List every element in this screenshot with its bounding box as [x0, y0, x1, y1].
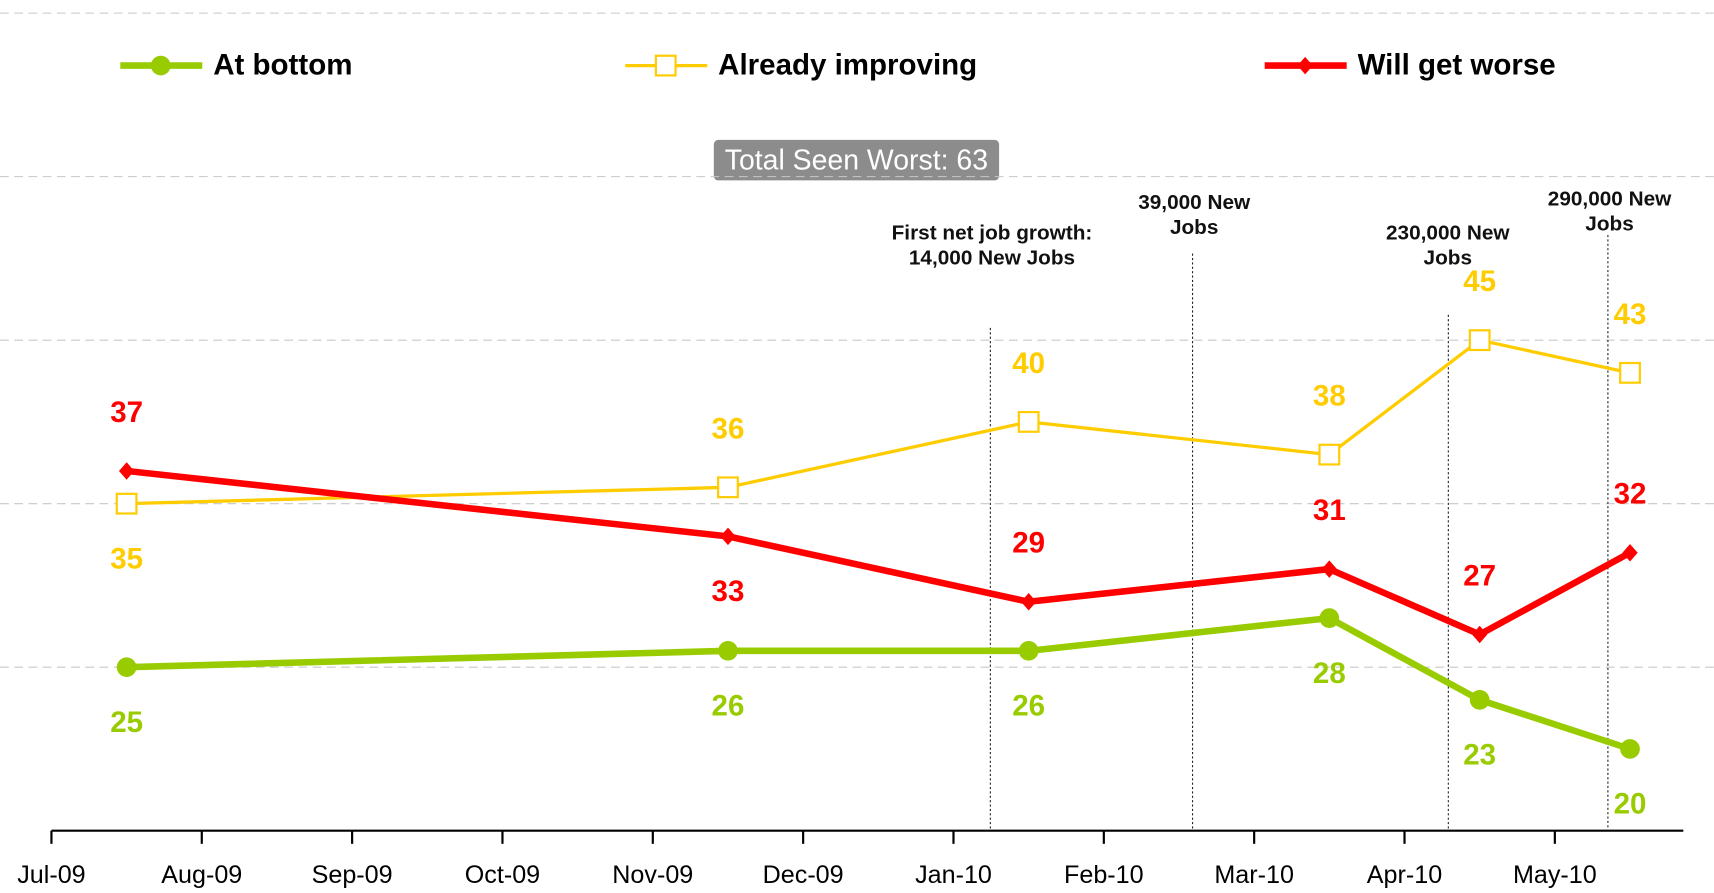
- data-label: 29: [1012, 527, 1045, 560]
- data-label: 27: [1463, 559, 1496, 592]
- point: [1469, 690, 1490, 710]
- point: [718, 640, 738, 661]
- point: [1472, 625, 1488, 644]
- legend-marker: [1297, 56, 1313, 75]
- legend-label: Will get worse: [1358, 48, 1556, 81]
- data-label: 36: [712, 412, 745, 445]
- data-label: 33: [712, 575, 745, 608]
- x-tick-label: Mar-10: [1214, 861, 1294, 889]
- data-label: 43: [1614, 298, 1647, 331]
- data-label: 35: [110, 542, 143, 575]
- point: [115, 492, 138, 515]
- data-label: 40: [1012, 347, 1045, 380]
- point: [1319, 608, 1340, 628]
- point: [720, 527, 736, 546]
- series-line: [126, 614, 1632, 753]
- x-tick-label: Apr-10: [1367, 861, 1442, 889]
- point: [1318, 443, 1341, 466]
- legend-label: At bottom: [213, 48, 352, 81]
- data-label: 38: [1313, 380, 1346, 413]
- data-label: 23: [1463, 739, 1496, 772]
- x-tick-label: May-10: [1513, 861, 1597, 889]
- series-line: [126, 467, 1632, 638]
- point: [1018, 640, 1039, 661]
- data-label: 26: [1012, 689, 1045, 722]
- point: [1468, 329, 1491, 352]
- legend-marker: [654, 54, 677, 77]
- x-tick-label: Jul-09: [17, 861, 85, 889]
- total-box: Total Seen Worst: 63: [713, 139, 999, 181]
- data-label: 25: [110, 706, 143, 739]
- data-label: 37: [110, 396, 143, 429]
- data-label: 20: [1614, 788, 1647, 821]
- series-line: [126, 338, 1631, 506]
- x-tick-label: Feb-10: [1064, 861, 1144, 889]
- point: [1620, 739, 1640, 759]
- x-tick-label: Sep-09: [312, 861, 393, 889]
- point: [1017, 410, 1040, 433]
- x-tick-label: Aug-09: [161, 861, 242, 889]
- job-note: 230,000 New Jobs: [1386, 221, 1510, 270]
- job-note: First net job growth: 14,000 New Jobs: [891, 221, 1093, 270]
- legend-marker: [150, 55, 171, 76]
- data-label: 26: [712, 689, 745, 722]
- job-note: 290,000 New Jobs: [1547, 188, 1672, 236]
- x-tick-label: Nov-09: [612, 861, 693, 889]
- data-label: 31: [1313, 494, 1346, 527]
- x-tick-label: Jan-10: [915, 861, 992, 889]
- point: [1619, 361, 1641, 384]
- x-tick-label: Dec-09: [763, 861, 844, 889]
- point: [717, 476, 739, 499]
- data-label: 32: [1614, 478, 1647, 511]
- job-note: 39,000 New Jobs: [1138, 191, 1251, 240]
- point: [1321, 560, 1337, 578]
- data-label: 28: [1313, 657, 1346, 690]
- point: [116, 657, 137, 678]
- legend-label: Already improving: [718, 48, 977, 81]
- data-label: 45: [1463, 265, 1496, 298]
- x-tick-label: Oct-09: [465, 861, 540, 889]
